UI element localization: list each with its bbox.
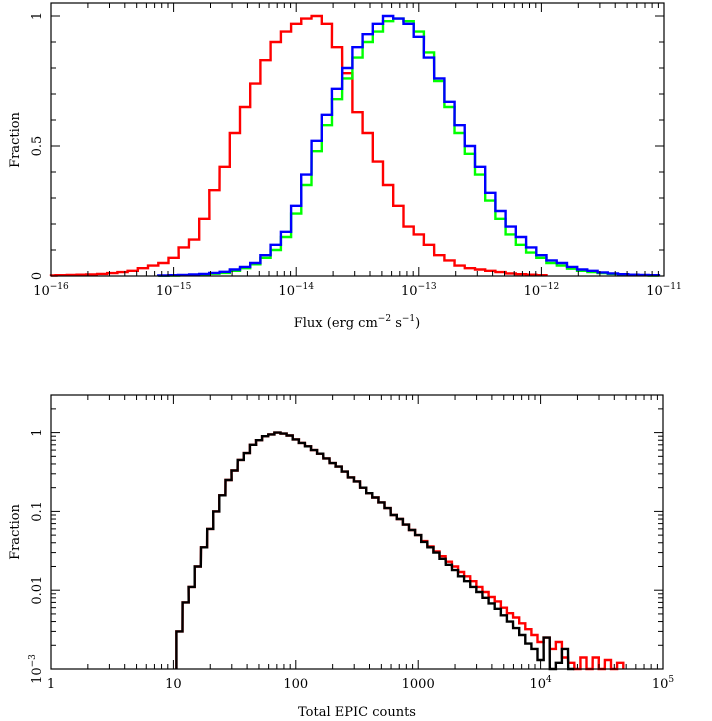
- tick-label-text: 0: [30, 272, 45, 280]
- bottom-x-tick-label: 1000: [402, 677, 435, 692]
- tick-label-base: 1: [30, 428, 45, 436]
- top-y-tick-label: 0: [30, 272, 45, 280]
- top-x-tick-label: 10−12: [524, 282, 560, 299]
- top-y-axis-label: Fraction: [8, 111, 23, 167]
- tick-label-base: 10: [646, 284, 663, 299]
- top-series-1: [49, 14, 548, 277]
- bottom-x-tick-label: 105: [652, 675, 675, 692]
- top-x-axis-label: Flux (erg cm−2 s−1): [294, 314, 421, 331]
- tick-label-base: 0.01: [30, 576, 45, 605]
- tick-label-exponent: −16: [50, 282, 69, 292]
- tick-label-exponent: 5: [668, 675, 674, 685]
- tick-label-base: 1000: [402, 677, 435, 692]
- bottom-ticks-group: [50, 394, 664, 670]
- top-plot-frame: [50, 2, 665, 277]
- tick-label-base: 10: [652, 677, 669, 692]
- bottom-x-tick-label: 10: [165, 677, 182, 692]
- top-y-tick-label: 0.5: [30, 136, 45, 157]
- bottom-y-tick-labels: 10−3 0.01 0.1 1: [28, 428, 45, 683]
- bottom-y-tick-label: 1: [30, 428, 45, 436]
- bottom-x-axis-label: Total EPIC counts: [298, 705, 416, 720]
- tick-label-text: 1: [30, 12, 45, 20]
- tick-label-base: 10: [401, 284, 418, 299]
- top-series-group: [49, 14, 661, 277]
- bottom-x-tick-label: 100: [283, 677, 308, 692]
- tick-label-exponent: −15: [172, 282, 191, 292]
- bottom-plot-frame: [50, 394, 664, 670]
- top-x-tick-labels: 10−16 10−15 10−14 10−13 10−12 10−11: [33, 282, 682, 299]
- bottom-x-tick-label: 104: [529, 675, 552, 692]
- bottom-y-tick-label: 0.01: [30, 576, 45, 605]
- top-x-tick-label: 10−16: [33, 282, 69, 299]
- tick-label-base: 10: [278, 284, 295, 299]
- top-x-tick-label: 10−11: [646, 282, 682, 299]
- top-x-tick-label: 10−13: [401, 282, 437, 299]
- bottom-series-group: [175, 431, 625, 671]
- top-y-tick-label: 1: [30, 12, 45, 20]
- bottom-y-tick-label: 0.1: [30, 501, 45, 522]
- tick-label-base: 10: [165, 677, 182, 692]
- tick-label-base: 10: [529, 677, 546, 692]
- bottom-x-tick-label: 1: [47, 677, 55, 692]
- tick-label-exponent: −11: [663, 282, 682, 292]
- top-ticks-group: [50, 3, 665, 277]
- tick-label-base: 10: [524, 284, 541, 299]
- counts-histogram-panel: 1 10 100 1000 104 105 10−30.010.11 Total EPIC…: [8, 394, 675, 720]
- top-y-tick-labels: 00.51: [30, 12, 45, 280]
- tick-label-exponent: 4: [546, 675, 552, 685]
- tick-label-base: 0.1: [30, 501, 45, 522]
- tick-label-base: 100: [283, 677, 308, 692]
- top-series-3: [157, 14, 661, 277]
- tick-label-base: 10: [156, 284, 173, 299]
- tick-label-text: 0.5: [30, 136, 45, 157]
- tick-label-exponent: −3: [28, 654, 38, 668]
- tick-label-base: 1: [47, 677, 55, 692]
- top-x-tick-label: 10−14: [278, 282, 314, 299]
- top-x-tick-label: 10−15: [156, 282, 192, 299]
- bottom-y-axis-label: Fraction: [8, 503, 23, 559]
- tick-label-base: 10: [30, 667, 45, 684]
- bottom-x-tick-labels: 1 10 100 1000 104 105: [47, 675, 675, 692]
- bottom-series-1: [175, 431, 625, 671]
- tick-label-exponent: −12: [540, 282, 559, 292]
- bottom-y-tick-label: 10−3: [28, 654, 45, 684]
- bottom-series-2: [175, 431, 575, 671]
- tick-label-exponent: −13: [418, 282, 437, 292]
- tick-label-base: 10: [33, 284, 50, 299]
- flux-histogram-panel: 10−16 10−15 10−14 10−13 10−12 10−11 00.51 Flu…: [8, 2, 682, 331]
- top-series-2: [157, 17, 661, 277]
- tick-label-exponent: −14: [295, 282, 314, 292]
